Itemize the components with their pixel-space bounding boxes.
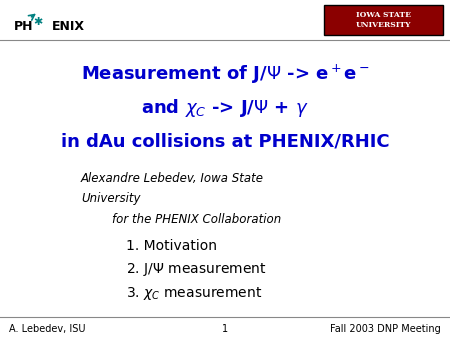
Text: Measurement of J/$\Psi$ -> e$^+$e$^-$: Measurement of J/$\Psi$ -> e$^+$e$^-$ <box>81 62 369 86</box>
Text: in dAu collisions at PHENIX/RHIC: in dAu collisions at PHENIX/RHIC <box>61 132 389 151</box>
Text: and $\chi_C$ -> J/$\Psi$ + $\gamma$: and $\chi_C$ -> J/$\Psi$ + $\gamma$ <box>141 97 309 119</box>
Text: ENIX: ENIX <box>52 21 85 33</box>
Text: UNIVERSITY: UNIVERSITY <box>356 21 412 29</box>
Text: University: University <box>81 192 140 205</box>
Text: Fall 2003 DNP Meeting: Fall 2003 DNP Meeting <box>330 324 441 334</box>
Text: 3. $\chi_C$ measurement: 3. $\chi_C$ measurement <box>126 285 262 302</box>
Text: 1: 1 <box>222 324 228 334</box>
Text: ✱: ✱ <box>34 17 43 27</box>
Text: IOWA STATE: IOWA STATE <box>356 11 411 19</box>
Text: 2. J/$\Psi$ measurement: 2. J/$\Psi$ measurement <box>126 261 266 278</box>
Text: for the PHENIX Collaboration: for the PHENIX Collaboration <box>112 213 282 225</box>
Text: A. Lebedev, ISU: A. Lebedev, ISU <box>9 324 86 334</box>
Text: Alexandre Lebedev, Iowa State: Alexandre Lebedev, Iowa State <box>81 172 264 185</box>
Text: 1. Motivation: 1. Motivation <box>126 239 217 253</box>
FancyBboxPatch shape <box>324 5 443 35</box>
Text: PH: PH <box>14 21 33 33</box>
